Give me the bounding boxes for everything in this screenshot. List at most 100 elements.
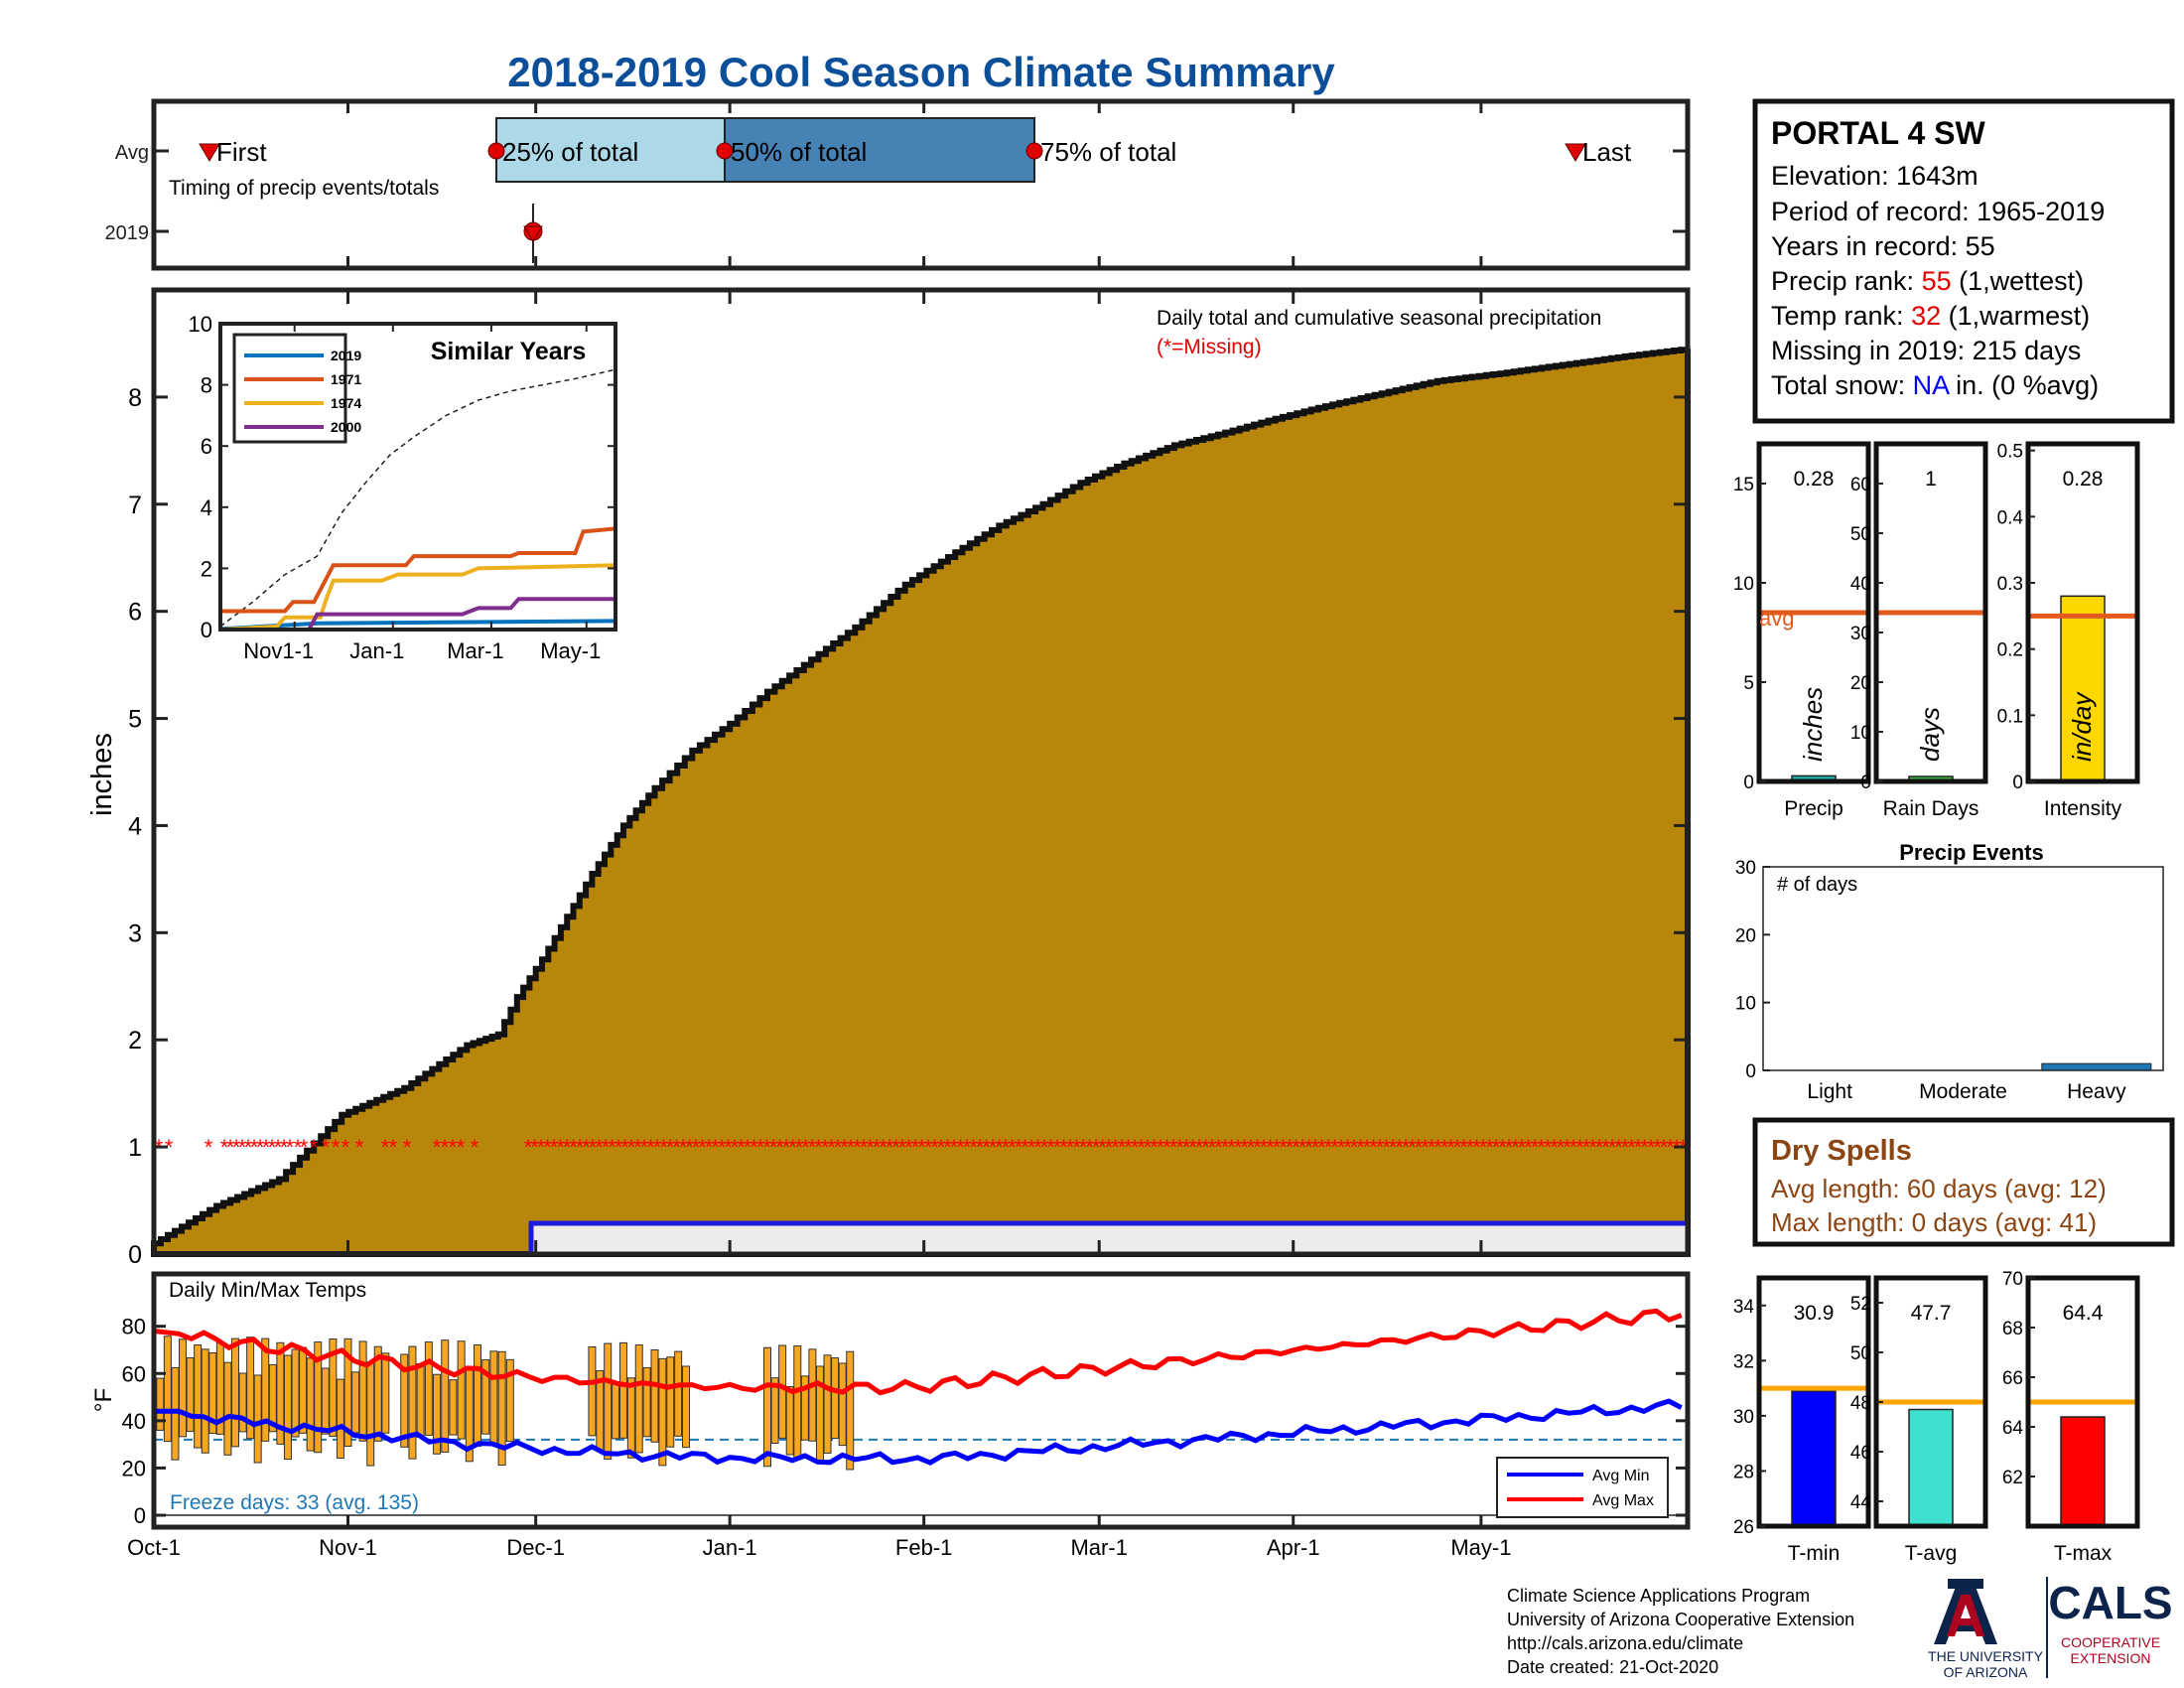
ua-line2: OF ARIZONA <box>1944 1664 2028 1680</box>
events-frame <box>1762 866 2164 1071</box>
missing-star: * <box>956 1135 965 1160</box>
timing-row-avg: Avg <box>115 142 149 164</box>
missing-star: * <box>705 1135 714 1160</box>
page-title: 2018-2019 Cool Season Climate Summary <box>507 49 1335 95</box>
temp-ytick-label: 60 <box>122 1361 146 1386</box>
mini-bar <box>2060 595 2106 782</box>
mini-ytick-label: 32 <box>1733 1351 1754 1372</box>
dry-title: Dry Spells <box>1771 1135 1912 1167</box>
missing-star: * <box>238 1135 247 1160</box>
missing-star: * <box>1021 1135 1029 1160</box>
daily-temp-bar <box>823 1354 832 1454</box>
missing-star: * <box>1266 1135 1275 1160</box>
missing-star: * <box>322 1135 331 1160</box>
missing-star: * <box>1557 1135 1566 1160</box>
missing-star: * <box>1382 1135 1391 1160</box>
missing-star: * <box>1188 1135 1197 1160</box>
daily-temp-bar <box>416 1363 425 1439</box>
missing-star: * <box>788 1135 797 1160</box>
missing-star: * <box>937 1135 946 1160</box>
missing-star: * <box>244 1135 253 1160</box>
missing-star: * <box>1175 1135 1184 1160</box>
daily-temp-bar <box>497 1350 506 1467</box>
missing-star: * <box>1433 1135 1442 1160</box>
events-bar <box>2041 1062 2152 1071</box>
mini-ytick-label: 0 <box>1743 773 1754 793</box>
missing-star: * <box>262 1135 271 1160</box>
missing-star: * <box>1311 1135 1320 1160</box>
missing-star: * <box>620 1135 629 1160</box>
inset-title: Similar Years <box>431 338 587 365</box>
missing-star: * <box>1563 1135 1571 1160</box>
missing-star: * <box>1363 1135 1372 1160</box>
missing-star: * <box>692 1135 701 1160</box>
main-ytick-label: 4 <box>128 812 142 840</box>
mini-category-label: T-avg <box>1905 1542 1958 1565</box>
missing-star: * <box>602 1135 611 1160</box>
missing-star: * <box>256 1135 265 1160</box>
ua-line1: THE UNIVERSITY <box>1928 1648 2044 1664</box>
missing-star: * <box>1098 1135 1107 1160</box>
missing-star: * <box>1531 1135 1540 1160</box>
missing-star: * <box>879 1135 887 1160</box>
daily-temp-bar <box>373 1345 382 1442</box>
missing-star: * <box>731 1135 740 1160</box>
missing-star: * <box>449 1135 458 1160</box>
coop-line1: COOPERATIVE <box>2061 1634 2160 1650</box>
daily-temp-bar <box>156 1377 165 1431</box>
temp-plot-frame <box>151 1271 1691 1530</box>
temp-ylabel: °F <box>90 1388 117 1412</box>
missing-star: * <box>1402 1135 1411 1160</box>
mini-value-label: 47.7 <box>1911 1302 1952 1325</box>
missing-star: * <box>205 1135 213 1160</box>
missing-star: * <box>982 1135 991 1160</box>
coop-line2: EXTENSION <box>2071 1650 2151 1666</box>
missing-star: * <box>1640 1135 1649 1160</box>
daily-temp-bar <box>424 1341 433 1436</box>
missing-star: * <box>1627 1135 1636 1160</box>
freeze-days: Freeze days: 33 (avg. 135) <box>170 1491 419 1514</box>
missing-star: * <box>1053 1135 1062 1160</box>
mini-category-label: Rain Days <box>1883 797 1979 820</box>
inset-legend-label: 2000 <box>331 419 361 435</box>
temp-ytick-label: 0 <box>134 1503 146 1528</box>
station-years: Years in record: 55 <box>1771 231 1995 261</box>
mini-category-label: T-max <box>2054 1542 2113 1565</box>
mini-ytick-label: 10 <box>1850 723 1871 744</box>
inset-legend-label: 1971 <box>331 371 361 387</box>
missing-star: * <box>827 1135 836 1160</box>
mini-chart-frame <box>2025 1275 2140 1529</box>
daily-temp-bar <box>658 1357 667 1467</box>
inset-xtick-label: Nov1-1 <box>243 638 314 663</box>
missing-star: * <box>1511 1135 1520 1160</box>
cals-logo-text: CALS <box>2048 1577 2172 1628</box>
inset-xtick-label: Mar-1 <box>447 638 503 663</box>
mini-ytick-label: 0.3 <box>1997 574 2023 595</box>
daily-temp-bar <box>650 1348 659 1443</box>
temp-title: Daily Min/Max Temps <box>169 1279 366 1302</box>
missing-star: * <box>310 1135 319 1160</box>
missing-star: * <box>930 1135 939 1160</box>
missing-note: (*=Missing) <box>1157 336 1262 358</box>
missing-star: * <box>294 1135 303 1160</box>
dry-frame <box>1752 1117 2175 1247</box>
events-ytick-label: 30 <box>1735 858 1756 879</box>
missing-star: * <box>653 1135 662 1160</box>
missing-star: * <box>1595 1135 1604 1160</box>
main-ylabel: inches <box>86 733 118 816</box>
mini-category-label: T-min <box>1788 1542 1841 1565</box>
missing-star: * <box>1369 1135 1378 1160</box>
daily-temp-bar <box>785 1386 794 1456</box>
missing-star: * <box>1150 1135 1159 1160</box>
main-ytick-label: 1 <box>128 1134 142 1162</box>
mini-ytick-label: 70 <box>2002 1269 2023 1290</box>
missing-star: * <box>1524 1135 1533 1160</box>
missing-star: * <box>582 1135 591 1160</box>
daily-temp-bar <box>238 1372 247 1433</box>
missing-star: * <box>969 1135 978 1160</box>
inset-ytick-label: 6 <box>201 434 212 459</box>
mini-ytick-label: 66 <box>2002 1368 2023 1389</box>
daily-temp-bar <box>634 1344 643 1454</box>
missing-star: * <box>1131 1135 1140 1160</box>
missing-star: * <box>1330 1135 1339 1160</box>
